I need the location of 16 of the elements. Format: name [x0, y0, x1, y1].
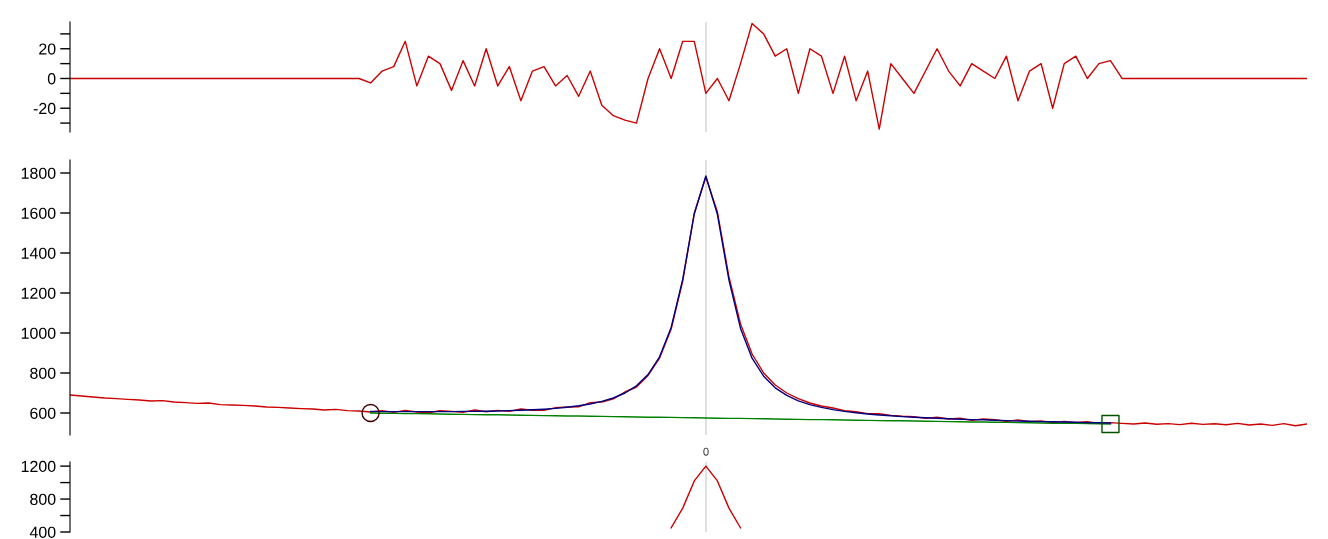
- y-tick-label: 600: [30, 407, 56, 419]
- y-tick-label: 0: [47, 73, 56, 85]
- y-tick-label: 1800: [21, 167, 56, 179]
- y-tick-label: 1400: [21, 247, 56, 259]
- y-tick-label: 800: [30, 493, 56, 505]
- text: 0: [703, 447, 709, 456]
- y-tick-label: -20: [33, 102, 56, 115]
- line-series: [670, 465, 742, 529]
- y-tick-label: 1200: [21, 460, 56, 473]
- y-tick-label: 800: [30, 367, 56, 379]
- y-tick-label: 1600: [21, 207, 56, 219]
- line-series: [70, 22, 1307, 130]
- y-tick-label: 400: [29, 526, 56, 538]
- y-tick-label: 20: [39, 43, 56, 55]
- y-tick-label: 1000: [21, 327, 56, 339]
- y-tick-label: 1200: [21, 287, 56, 299]
